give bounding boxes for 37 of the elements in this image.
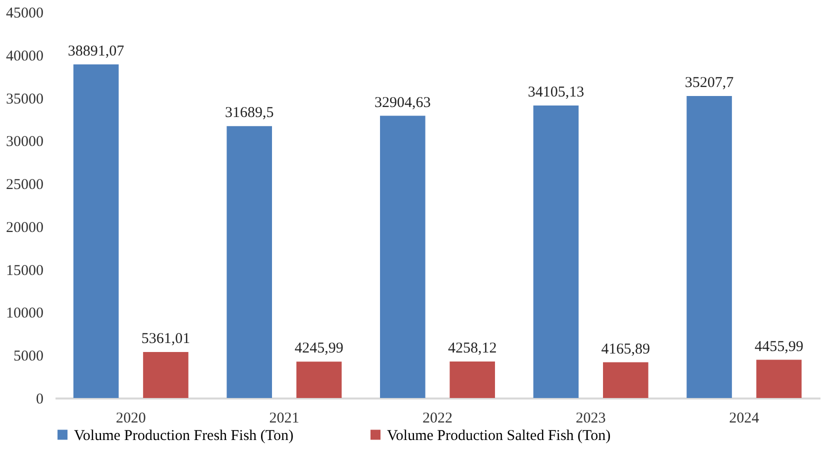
bar xyxy=(143,352,188,398)
data-label: 35207,7 xyxy=(684,74,734,91)
x-tick-label: 2020 xyxy=(116,410,146,426)
bar xyxy=(450,361,495,398)
y-tick-label: 45000 xyxy=(6,6,44,22)
y-tick-label: 30000 xyxy=(6,134,44,150)
y-tick-label: 35000 xyxy=(6,91,44,108)
y-tick-label: 10000 xyxy=(6,306,44,322)
data-label: 4258,12 xyxy=(448,340,497,356)
y-tick-label: 20000 xyxy=(6,220,44,236)
x-tick-label: 2021 xyxy=(269,410,300,426)
bar xyxy=(296,362,342,398)
bar xyxy=(686,96,732,398)
y-tick-label: 5000 xyxy=(14,348,44,365)
legend-label: Volume Production Salted Fish (Ton) xyxy=(387,428,611,444)
y-tick-label: 25000 xyxy=(6,177,44,194)
bar xyxy=(73,64,119,398)
data-label: 38891,07 xyxy=(68,43,125,60)
data-label: 31689,5 xyxy=(224,105,274,122)
data-label: 4245,99 xyxy=(294,340,344,357)
data-label: 34105,13 xyxy=(528,84,584,100)
data-label: 4165,89 xyxy=(601,341,650,358)
data-label: 4455,99 xyxy=(754,338,804,355)
data-label: 32904,63 xyxy=(374,94,431,111)
x-tick-label: 2023 xyxy=(576,410,606,426)
data-label: 5361,01 xyxy=(141,331,190,348)
y-tick-label: 0 xyxy=(36,392,44,408)
bar xyxy=(756,360,802,398)
y-tick-label: 40000 xyxy=(6,48,44,64)
bar xyxy=(380,116,426,398)
legend-label: Volume Production Fresh Fish (Ton) xyxy=(74,428,294,444)
bar xyxy=(603,362,648,398)
y-tick-label: 15000 xyxy=(6,262,44,279)
bar xyxy=(226,126,272,398)
bar xyxy=(533,105,579,398)
x-tick-label: 2022 xyxy=(422,410,452,426)
x-tick-label: 2024 xyxy=(729,410,760,426)
